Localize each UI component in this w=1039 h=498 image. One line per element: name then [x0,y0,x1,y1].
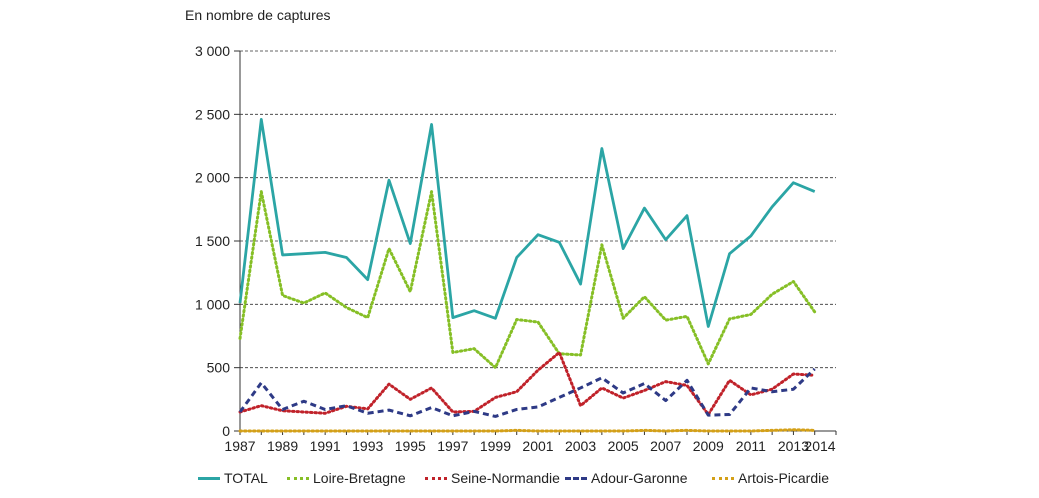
legend-item-total: TOTAL [198,470,268,486]
x-tick-label: 1989 [267,438,298,454]
legend-swatch [198,476,220,480]
x-tick-label: 1995 [395,438,426,454]
x-tick-label: 2013 [778,438,809,454]
x-tick-label: 2001 [522,438,553,454]
x-tick-label: 1997 [437,438,468,454]
x-tick-label: 2007 [650,438,681,454]
x-tick-labels: 1987 1989 1991 1993 1995 1997 1999 2001 2003 2005… [224,438,835,454]
legend-swatch [425,476,447,480]
series-line-artois-picardie [238,428,817,433]
y-tick-label: 1 500 [195,233,230,249]
legend-swatch [287,476,309,480]
x-tick-label: 2003 [565,438,596,454]
legend-item-artois-picardie: Artois-Picardie [712,470,829,486]
x-tick-label: 1987 [224,438,255,454]
y-tick-label: 2 500 [195,106,230,122]
series-line-total [238,118,816,328]
x-tick-label: 1999 [480,438,511,454]
axes [234,50,837,435]
grid-lines [240,50,836,369]
y-axis-title: En nombre de captures [185,7,331,23]
legend-label: Adour-Garonne [591,470,688,486]
legend-swatch [712,476,734,480]
y-tick-label: 0 [222,423,230,439]
y-tick-label: 500 [207,360,231,376]
legend-item-adour-garonne: Adour-Garonne [565,470,688,486]
y-tick-labels: 0 500 1 000 1 500 2 000 2 500 3 000 [195,43,230,439]
x-tick-label: 2014 [804,438,835,454]
series-line-adour-garonne [238,367,816,418]
legend-label: Seine-Normandie [451,470,560,486]
series-line-seine-normandie [238,350,817,417]
x-tick-label: 2011 [736,438,766,454]
legend-label: Artois-Picardie [738,470,830,486]
series-lines [238,118,817,433]
legend-item-seine-normandie: Seine-Normandie [425,470,560,486]
legend-label: TOTAL [224,470,268,486]
legend-swatch [565,476,587,480]
x-tick-label: 2005 [608,438,639,454]
legend-label: Loire-Bretagne [313,470,406,486]
y-tick-label: 2 000 [195,170,230,186]
y-tick-label: 1 000 [195,296,230,312]
x-tick-label: 1993 [352,438,383,454]
x-tick-label: 1991 [310,438,341,454]
legend: TOTAL Loire-Bretagne Seine-Normandie Adour-… [0,470,1039,494]
legend-item-loire-bretagne: Loire-Bretagne [287,470,406,486]
series-line-loire-bretagne [238,190,817,370]
x-tick-label: 2009 [693,438,724,454]
y-tick-label: 3 000 [195,43,230,59]
